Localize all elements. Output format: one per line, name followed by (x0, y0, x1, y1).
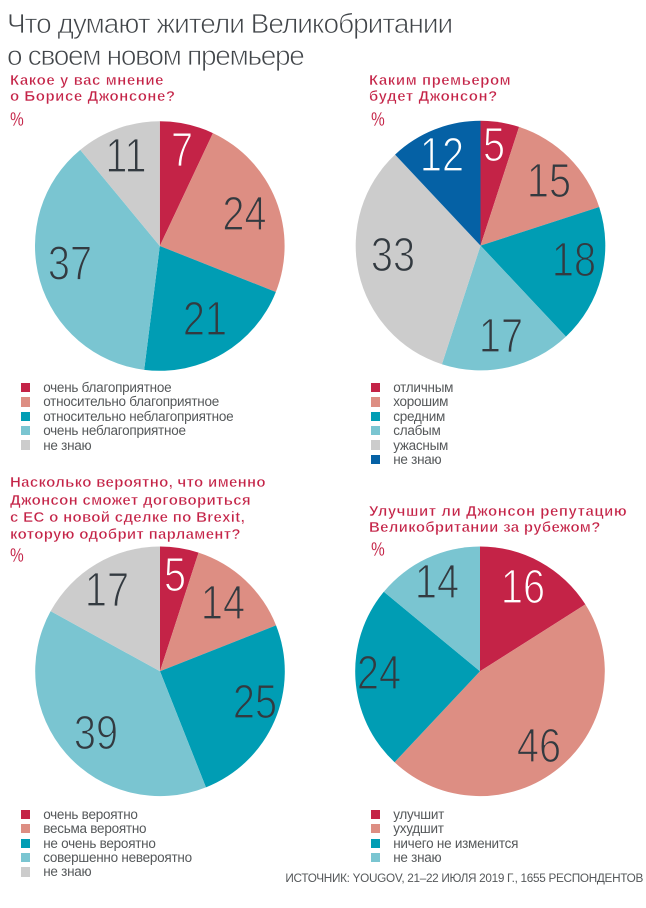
svg-text:46: 46 (517, 719, 561, 773)
svg-text:11: 11 (105, 129, 146, 183)
svg-text:18: 18 (552, 233, 596, 287)
svg-text:16: 16 (501, 560, 545, 614)
svg-text:5: 5 (483, 118, 505, 172)
svg-text:12: 12 (420, 128, 464, 182)
svg-text:21: 21 (183, 292, 227, 346)
svg-text:17: 17 (479, 309, 523, 363)
svg-text:37: 37 (48, 237, 92, 291)
svg-text:14: 14 (201, 576, 245, 630)
svg-text:24: 24 (357, 646, 401, 700)
svg-text:14: 14 (415, 555, 459, 609)
svg-text:15: 15 (527, 154, 571, 208)
svg-text:17: 17 (85, 563, 129, 617)
svg-text:39: 39 (74, 706, 118, 760)
svg-text:25: 25 (233, 675, 277, 729)
svg-text:33: 33 (371, 228, 415, 282)
svg-text:5: 5 (164, 548, 186, 602)
svg-text:7: 7 (171, 123, 193, 177)
svg-text:24: 24 (222, 187, 266, 241)
